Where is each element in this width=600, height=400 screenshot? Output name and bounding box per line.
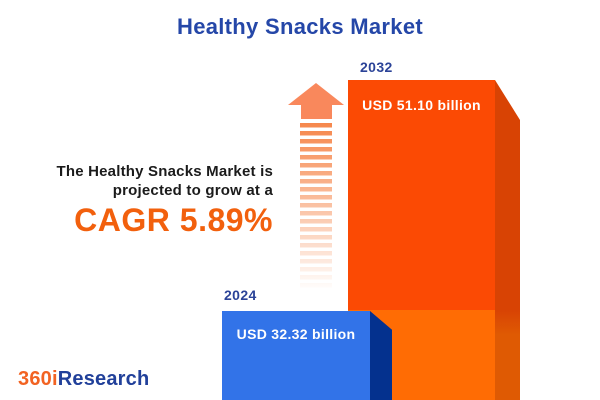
growth-arrow-icon — [288, 83, 344, 105]
bar-2024-year-label: 2024 — [224, 287, 257, 303]
bar-2032-side-face — [495, 80, 520, 400]
description-text: The Healthy Snacks Market is projected t… — [0, 162, 273, 200]
bar-2024 — [222, 311, 370, 400]
logo-research: Research — [57, 368, 150, 390]
logo: 360iResearch — [18, 368, 149, 391]
logo-360i: 360i — [18, 368, 58, 390]
bar-2024-value-label: USD 32.32 billion — [236, 326, 356, 342]
growth-arrow-stripes-fade — [299, 123, 333, 292]
description-line2: projected to grow at a — [112, 182, 273, 199]
growth-arrow-stem — [301, 104, 332, 119]
bar-2032-value-label: USD 51.10 billion — [362, 97, 481, 113]
page-title: Healthy Snacks Market — [177, 14, 423, 39]
description-line1: The Healthy Snacks Market is — [56, 163, 273, 180]
bar-2032-year-label: 2032 — [360, 59, 393, 75]
cagr-value: CAGR 5.89% — [74, 202, 273, 238]
bar-2024-side-face — [370, 311, 392, 400]
